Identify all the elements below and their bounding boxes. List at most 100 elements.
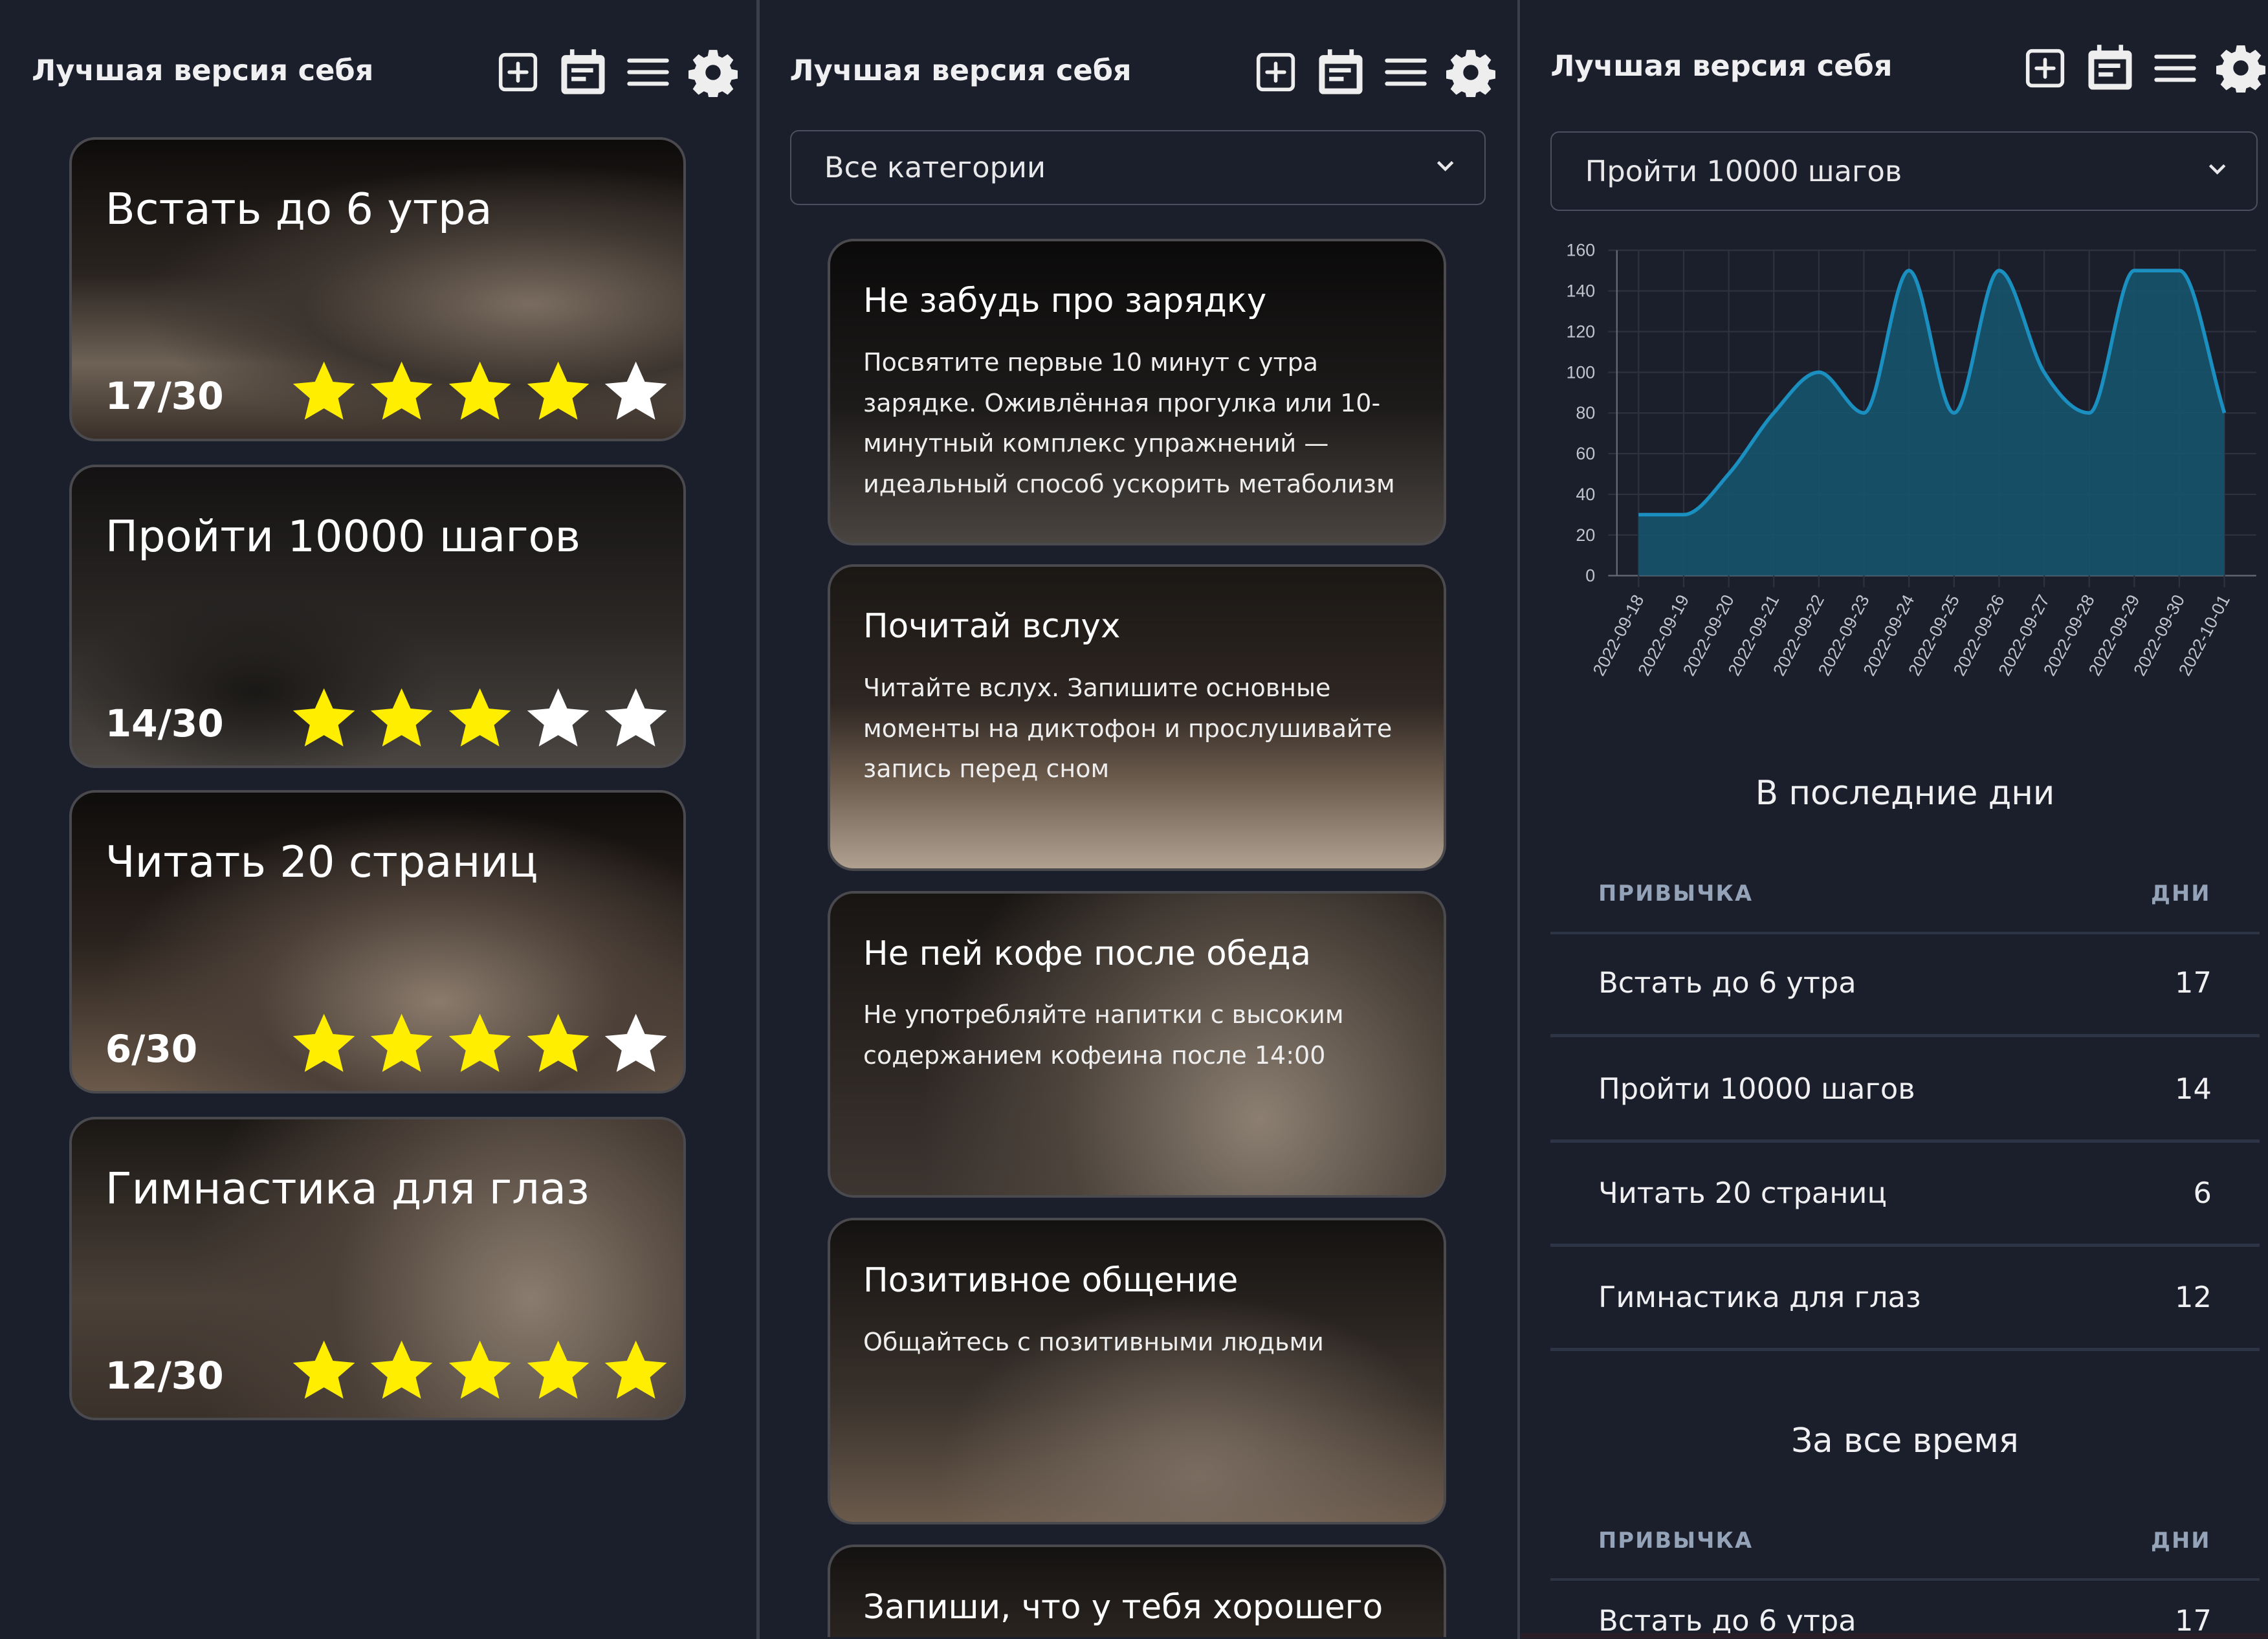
row-divider (1550, 1348, 2260, 1351)
star-icon[interactable] (523, 1336, 593, 1405)
tip-title: Запиши, что у тебя хорошего (863, 1587, 1383, 1627)
calendar-icon[interactable] (2086, 43, 2135, 93)
star-icon[interactable] (445, 1336, 514, 1405)
category-select[interactable]: Все категории (789, 130, 1486, 206)
row-divider (1550, 1244, 2260, 1247)
star-icon[interactable] (601, 1336, 670, 1405)
app-title: Лучшая версия себя (1550, 49, 1893, 83)
y-tick-label: 160 (1567, 241, 1596, 260)
star-icon[interactable] (523, 357, 593, 426)
row-days: 12 (2175, 1280, 2212, 1314)
y-tick-label: 40 (1576, 485, 1596, 504)
add-square-icon[interactable] (2023, 47, 2067, 90)
col-habit-header: ПРИВЫЧКА (1598, 881, 1754, 907)
star-icon[interactable] (445, 357, 514, 426)
tip-card[interactable]: Позитивное общение Общайтесь с позитивным… (827, 1218, 1447, 1525)
star-icon[interactable] (445, 1009, 514, 1079)
star-icon[interactable] (289, 1009, 358, 1079)
habit-progress: 6/30 (105, 1026, 198, 1071)
tip-description: Не употребляйте напитки с высоким содерж… (863, 1000, 1344, 1070)
tip-description: Посвятите первые 10 минут с утра зарядке… (863, 348, 1395, 499)
gear-icon[interactable] (1446, 48, 1496, 97)
alltime-title: За все время (1791, 1422, 2019, 1461)
y-tick-label: 60 (1576, 444, 1596, 463)
chevron-down-icon (1437, 160, 1454, 171)
star-icon[interactable] (367, 1336, 436, 1405)
tip-card[interactable]: Не забудь про зарядку Посвятите первые 10… (827, 238, 1447, 545)
habit-card[interactable]: Читать 20 страниц 6/30 (69, 789, 686, 1094)
star-icon[interactable] (367, 1009, 436, 1079)
habit-title: Гимнастика для глаз (105, 1163, 589, 1214)
tip-title: Не забудь про зарядку (863, 281, 1267, 321)
tip-title: Не пей кофе после обеда (863, 934, 1312, 973)
star-icon[interactable] (289, 684, 358, 753)
y-tick-label: 20 (1576, 525, 1596, 545)
calendar-icon[interactable] (558, 48, 608, 97)
row-divider (1550, 1034, 2260, 1037)
menu-icon[interactable] (2153, 47, 2197, 90)
star-icon[interactable] (601, 1009, 670, 1079)
star-icon[interactable] (523, 1009, 593, 1079)
gear-icon[interactable] (2216, 43, 2265, 93)
row-habit: Встать до 6 утра (1598, 1604, 1856, 1638)
steps-chart: 0204060801001201401602022-09-182022-09-1… (1567, 241, 2257, 679)
habit-title: Встать до 6 утра (105, 184, 492, 235)
chevron-down-icon (2209, 164, 2226, 175)
app-title: Лучшая версия себя (32, 53, 374, 87)
y-tick-label: 140 (1567, 281, 1596, 301)
header-toolbar (2023, 43, 2265, 93)
panel-divider (1517, 0, 1521, 1639)
row-habit: Пройти 10000 шагов (1598, 1072, 1915, 1106)
star-icon[interactable] (289, 1336, 358, 1405)
y-tick-label: 120 (1567, 322, 1596, 341)
habit-card[interactable]: Встать до 6 утра 17/30 (69, 137, 686, 441)
star-icon[interactable] (601, 684, 670, 753)
star-icon[interactable] (367, 684, 436, 753)
habit-progress: 14/30 (105, 701, 224, 745)
tip-card[interactable]: Не пей кофе после обеда Не употребляйте н… (827, 891, 1447, 1198)
tip-title: Почитай вслух (863, 607, 1121, 646)
row-habit: Встать до 6 утра (1598, 966, 1856, 1000)
header-toolbar (1254, 48, 1496, 97)
bottom-bar (1520, 1633, 2268, 1638)
table-divider (1550, 931, 2260, 935)
star-icon[interactable] (445, 684, 514, 753)
star-icon[interactable] (289, 357, 358, 426)
habit-progress: 12/30 (105, 1353, 224, 1398)
menu-icon[interactable] (1384, 50, 1427, 94)
row-days: 17 (2175, 966, 2212, 1000)
row-days: 14 (2175, 1072, 2212, 1106)
header-toolbar (496, 48, 738, 97)
star-icon[interactable] (523, 684, 593, 753)
menu-icon[interactable] (626, 50, 670, 94)
habit-card[interactable]: Пройти 10000 шагов 14/30 (69, 464, 686, 768)
row-days: 6 (2193, 1176, 2212, 1210)
tip-card[interactable]: Почитай вслух Читайте вслух. Запишите осн… (827, 564, 1447, 871)
calendar-icon[interactable] (1316, 48, 1365, 97)
y-tick-label: 0 (1586, 566, 1596, 586)
star-icon[interactable] (367, 357, 436, 426)
category-select-value: Все категории (824, 151, 1046, 185)
habit-title: Пройти 10000 шагов (105, 511, 581, 562)
col-days-header: ДНИ (2151, 1527, 2211, 1553)
row-habit: Читать 20 страниц (1598, 1176, 1887, 1210)
star-rating (289, 1009, 671, 1079)
series-line (1638, 269, 2227, 517)
habit-progress: 17/30 (105, 374, 224, 419)
add-square-icon[interactable] (1254, 50, 1297, 94)
add-square-icon[interactable] (496, 50, 540, 94)
star-icon[interactable] (601, 357, 670, 426)
habit-select[interactable]: Пройти 10000 шагов (1550, 131, 2258, 212)
table-divider (1550, 1578, 2260, 1581)
panel-divider (756, 0, 760, 1639)
habit-card[interactable]: Гимнастика для глаз 12/30 (69, 1116, 686, 1421)
row-divider (1550, 1139, 2260, 1143)
tip-description: Общайтесь с позитивными людьми (863, 1327, 1324, 1356)
gear-icon[interactable] (688, 48, 738, 97)
row-days: 17 (2175, 1604, 2212, 1638)
col-days-header: ДНИ (2151, 881, 2211, 907)
habit-title: Читать 20 страниц (105, 836, 538, 887)
star-rating (289, 1336, 671, 1405)
habit-select-value: Пройти 10000 шагов (1585, 154, 1902, 188)
tip-card[interactable]: Запиши, что у тебя хорошего (827, 1545, 1447, 1638)
